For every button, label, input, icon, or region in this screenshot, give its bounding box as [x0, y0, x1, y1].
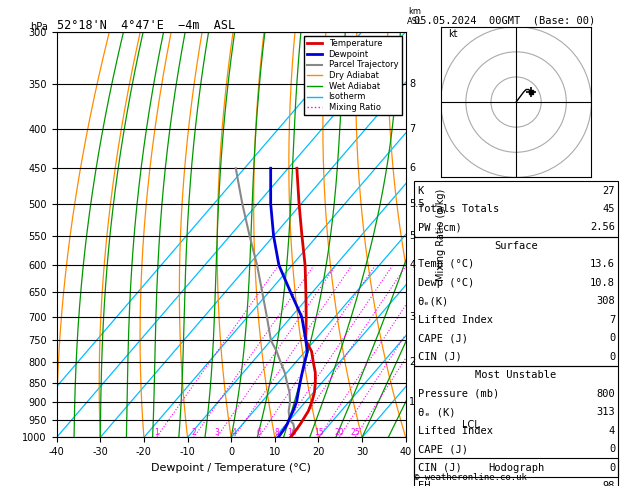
Text: 15: 15: [314, 428, 324, 437]
Text: 3: 3: [409, 312, 415, 322]
Text: 8: 8: [409, 79, 415, 88]
Text: 5: 5: [409, 231, 415, 241]
Text: Surface: Surface: [494, 241, 538, 251]
Text: K: K: [418, 186, 424, 195]
Text: 2.56: 2.56: [590, 223, 615, 232]
Text: 25: 25: [350, 428, 360, 437]
Text: 45: 45: [603, 204, 615, 214]
Text: Lifted Index: Lifted Index: [418, 426, 493, 435]
Text: CIN (J): CIN (J): [418, 352, 462, 362]
Text: 27: 27: [603, 186, 615, 195]
Text: 0: 0: [609, 352, 615, 362]
Text: 52°18'N  4°47'E  −4m  ASL: 52°18'N 4°47'E −4m ASL: [57, 18, 235, 32]
Text: 05.05.2024  00GMT  (Base: 00): 05.05.2024 00GMT (Base: 00): [414, 16, 595, 26]
Text: Temp (°C): Temp (°C): [418, 260, 474, 269]
Text: kt: kt: [448, 29, 458, 39]
Text: 98: 98: [603, 481, 615, 486]
Text: Lifted Index: Lifted Index: [418, 315, 493, 325]
Text: Dewp (°C): Dewp (°C): [418, 278, 474, 288]
Text: 13.6: 13.6: [590, 260, 615, 269]
Text: 0: 0: [609, 444, 615, 454]
Text: 7: 7: [409, 123, 415, 134]
Text: 6: 6: [256, 428, 261, 437]
Text: © weatheronline.co.uk: © weatheronline.co.uk: [414, 473, 526, 482]
Text: 0: 0: [609, 463, 615, 472]
Text: Pressure (mb): Pressure (mb): [418, 389, 499, 399]
Text: 4: 4: [609, 426, 615, 435]
Text: CAPE (J): CAPE (J): [418, 444, 467, 454]
X-axis label: Dewpoint / Temperature (°C): Dewpoint / Temperature (°C): [151, 463, 311, 473]
Text: 2: 2: [191, 428, 196, 437]
Text: Hodograph: Hodograph: [488, 463, 544, 472]
Text: 10: 10: [287, 428, 296, 437]
Text: 1: 1: [154, 428, 159, 437]
Text: 5.5: 5.5: [409, 199, 425, 209]
Text: 8: 8: [275, 428, 279, 437]
Text: 6: 6: [409, 163, 415, 173]
Text: 10.8: 10.8: [590, 278, 615, 288]
Text: 1: 1: [409, 397, 415, 407]
Text: PW (cm): PW (cm): [418, 223, 462, 232]
Text: 2: 2: [409, 357, 415, 367]
Text: Mixing Ratio (g/kg): Mixing Ratio (g/kg): [436, 189, 445, 280]
Text: 0: 0: [609, 333, 615, 343]
Text: θₑ (K): θₑ (K): [418, 407, 455, 417]
Text: 313: 313: [596, 407, 615, 417]
Text: LCL: LCL: [462, 420, 479, 430]
Text: CIN (J): CIN (J): [418, 463, 462, 472]
Text: 3: 3: [214, 428, 220, 437]
Text: hPa: hPa: [30, 21, 48, 32]
Text: θₑ(K): θₑ(K): [418, 296, 449, 306]
Text: EH: EH: [418, 481, 430, 486]
Text: Most Unstable: Most Unstable: [476, 370, 557, 380]
Legend: Temperature, Dewpoint, Parcel Trajectory, Dry Adiabat, Wet Adiabat, Isotherm, Mi: Temperature, Dewpoint, Parcel Trajectory…: [304, 36, 401, 115]
Text: 4: 4: [231, 428, 237, 437]
Text: 4: 4: [409, 260, 415, 270]
Text: CAPE (J): CAPE (J): [418, 333, 467, 343]
Text: Totals Totals: Totals Totals: [418, 204, 499, 214]
Text: km
ASL: km ASL: [406, 7, 422, 25]
Text: 308: 308: [596, 296, 615, 306]
Text: 800: 800: [596, 389, 615, 399]
Text: 7: 7: [609, 315, 615, 325]
Text: 20: 20: [334, 428, 344, 437]
